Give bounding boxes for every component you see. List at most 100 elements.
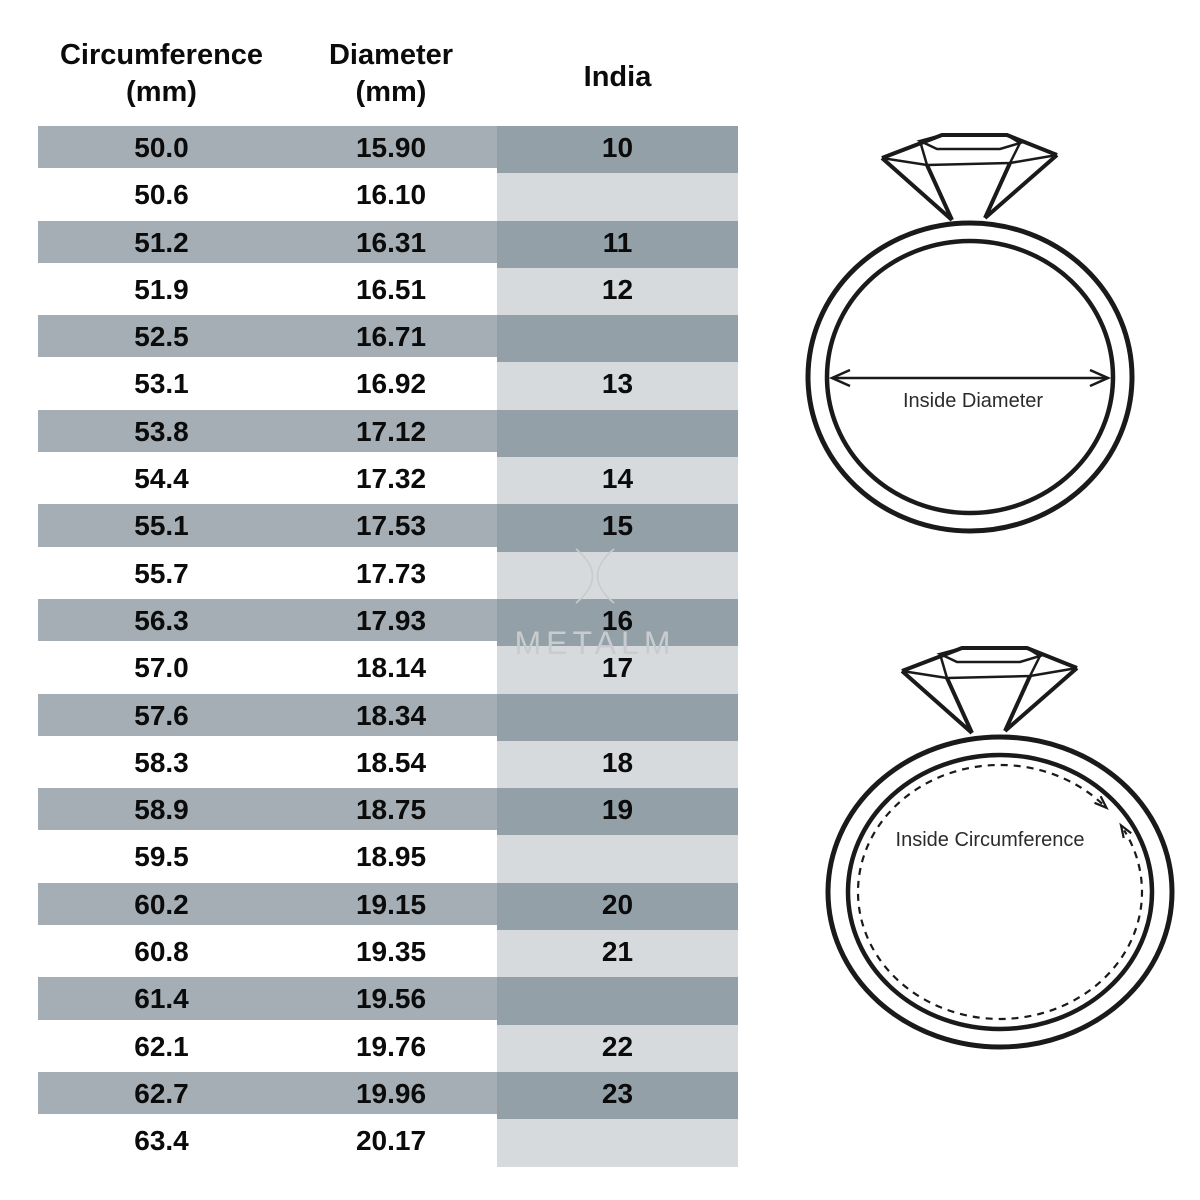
diameter-cell: 17.53 bbox=[285, 504, 497, 552]
diameter-cell: 16.31 bbox=[285, 220, 497, 268]
table-row: 55.7 17.73 bbox=[38, 551, 738, 599]
table-row: 50.0 15.90 10 bbox=[38, 126, 738, 174]
india-cell bbox=[497, 315, 738, 363]
india-cell: 22 bbox=[497, 1024, 738, 1072]
diameter-cell: 18.54 bbox=[285, 740, 497, 789]
india-cell: 19 bbox=[497, 788, 738, 836]
india-cell bbox=[497, 693, 738, 741]
diameter-cell: 17.12 bbox=[285, 409, 497, 458]
table-row: 60.2 19.15 20 bbox=[38, 882, 738, 931]
india-cell: 11 bbox=[497, 220, 738, 268]
table-row: 50.6 16.10 bbox=[38, 173, 738, 221]
table-row: 57.0 18.14 17 bbox=[38, 646, 738, 694]
diameter-cell: 18.34 bbox=[285, 693, 497, 741]
diameter-cell: 17.32 bbox=[285, 457, 497, 505]
diameter-cell: 16.10 bbox=[285, 173, 497, 221]
diameter-cell: 19.96 bbox=[285, 1071, 497, 1120]
circumference-cell: 62.7 bbox=[38, 1071, 285, 1120]
india-cell: 12 bbox=[497, 267, 738, 316]
circumference-cell: 54.4 bbox=[38, 457, 285, 505]
circumference-cell: 56.3 bbox=[38, 598, 285, 647]
diameter-cell: 19.15 bbox=[285, 882, 497, 931]
circumference-cell: 58.9 bbox=[38, 788, 285, 836]
table-row: 53.8 17.12 bbox=[38, 409, 738, 458]
india-cell: 10 bbox=[497, 126, 738, 174]
table-body: 50.0 15.90 10 50.6 16.10 51.2 16.31 11 5… bbox=[38, 126, 738, 1167]
inside-diameter-label: Inside Diameter bbox=[903, 390, 1043, 412]
circumference-cell: 50.0 bbox=[38, 126, 285, 174]
india-cell: 17 bbox=[497, 646, 738, 694]
table-row: 60.8 19.35 21 bbox=[38, 930, 738, 978]
circumference-cell: 58.3 bbox=[38, 740, 285, 789]
circumference-cell: 61.4 bbox=[38, 977, 285, 1025]
inside-circumference-diagram: Inside Circumference bbox=[825, 646, 1175, 1050]
inside-diameter-arrow bbox=[828, 368, 1112, 388]
circumference-cell: 51.9 bbox=[38, 267, 285, 316]
table-row: 55.1 17.53 15 bbox=[38, 504, 738, 552]
circumference-cell: 52.5 bbox=[38, 315, 285, 363]
ring-size-table: Circumference (mm) Diameter (mm) India 5… bbox=[38, 28, 738, 1167]
inside-circumference-arrow bbox=[856, 763, 1144, 1021]
circumference-cell: 53.1 bbox=[38, 362, 285, 410]
table-row: 62.7 19.96 23 bbox=[38, 1071, 738, 1120]
circumference-cell: 60.8 bbox=[38, 930, 285, 978]
diameter-cell: 19.35 bbox=[285, 930, 497, 978]
circumference-cell: 59.5 bbox=[38, 835, 285, 883]
ring-inner-circle bbox=[824, 238, 1116, 516]
diameter-cell: 17.93 bbox=[285, 598, 497, 647]
diameter-cell: 16.92 bbox=[285, 362, 497, 410]
diameter-cell: 18.14 bbox=[285, 646, 497, 694]
india-cell bbox=[497, 409, 738, 458]
table-row: 56.3 17.93 16 bbox=[38, 598, 738, 647]
table-row: 58.9 18.75 19 bbox=[38, 788, 738, 836]
ring-inner-circle bbox=[845, 752, 1155, 1032]
diameter-cell: 18.75 bbox=[285, 788, 497, 836]
header-india-line1: India bbox=[583, 61, 652, 93]
india-cell bbox=[497, 977, 738, 1025]
india-cell: 21 bbox=[497, 930, 738, 978]
india-cell: 16 bbox=[497, 598, 738, 647]
circumference-cell: 57.0 bbox=[38, 646, 285, 694]
header-diameter-line2: (mm) bbox=[355, 76, 427, 108]
header-circumference: Circumference (mm) bbox=[38, 28, 285, 126]
table-row: 58.3 18.54 18 bbox=[38, 740, 738, 789]
table-row: 62.1 19.76 22 bbox=[38, 1024, 738, 1072]
circumference-cell: 53.8 bbox=[38, 409, 285, 458]
table-row: 51.2 16.31 11 bbox=[38, 220, 738, 268]
inside-circumference-label: Inside Circumference bbox=[896, 829, 1085, 851]
circumference-cell: 60.2 bbox=[38, 882, 285, 931]
india-cell: 14 bbox=[497, 457, 738, 505]
header-circumference-line2: (mm) bbox=[126, 76, 197, 108]
diamond-icon bbox=[900, 646, 1079, 735]
circumference-cell: 62.1 bbox=[38, 1024, 285, 1072]
india-cell: 20 bbox=[497, 882, 738, 931]
table-row: 57.6 18.34 bbox=[38, 693, 738, 741]
ring-outer-circle bbox=[825, 734, 1175, 1050]
diamond-icon bbox=[880, 133, 1059, 222]
diameter-cell: 19.56 bbox=[285, 977, 497, 1025]
header-diameter: Diameter (mm) bbox=[285, 28, 497, 126]
header-circumference-line1: Circumference bbox=[59, 39, 264, 71]
circumference-cell: 51.2 bbox=[38, 220, 285, 268]
diameter-cell: 18.95 bbox=[285, 835, 497, 883]
circumference-cell: 50.6 bbox=[38, 173, 285, 221]
diameter-cell: 15.90 bbox=[285, 126, 497, 174]
circumference-cell: 55.1 bbox=[38, 504, 285, 552]
table-row: 63.4 20.17 bbox=[38, 1119, 738, 1167]
india-cell bbox=[497, 173, 738, 221]
table-row: 61.4 19.56 bbox=[38, 977, 738, 1025]
table-row: 53.1 16.92 13 bbox=[38, 362, 738, 410]
table-row: 51.9 16.51 12 bbox=[38, 267, 738, 316]
inside-diameter-diagram: Inside Diameter bbox=[805, 133, 1135, 534]
circumference-cell: 55.7 bbox=[38, 551, 285, 599]
india-cell bbox=[497, 1119, 738, 1167]
india-cell: 15 bbox=[497, 504, 738, 552]
diameter-cell: 16.71 bbox=[285, 315, 497, 363]
india-cell: 18 bbox=[497, 740, 738, 789]
india-cell: 13 bbox=[497, 362, 738, 410]
circumference-cell: 57.6 bbox=[38, 693, 285, 741]
table-header: Circumference (mm) Diameter (mm) India bbox=[38, 28, 738, 126]
india-cell bbox=[497, 835, 738, 883]
circumference-cell: 63.4 bbox=[38, 1119, 285, 1167]
